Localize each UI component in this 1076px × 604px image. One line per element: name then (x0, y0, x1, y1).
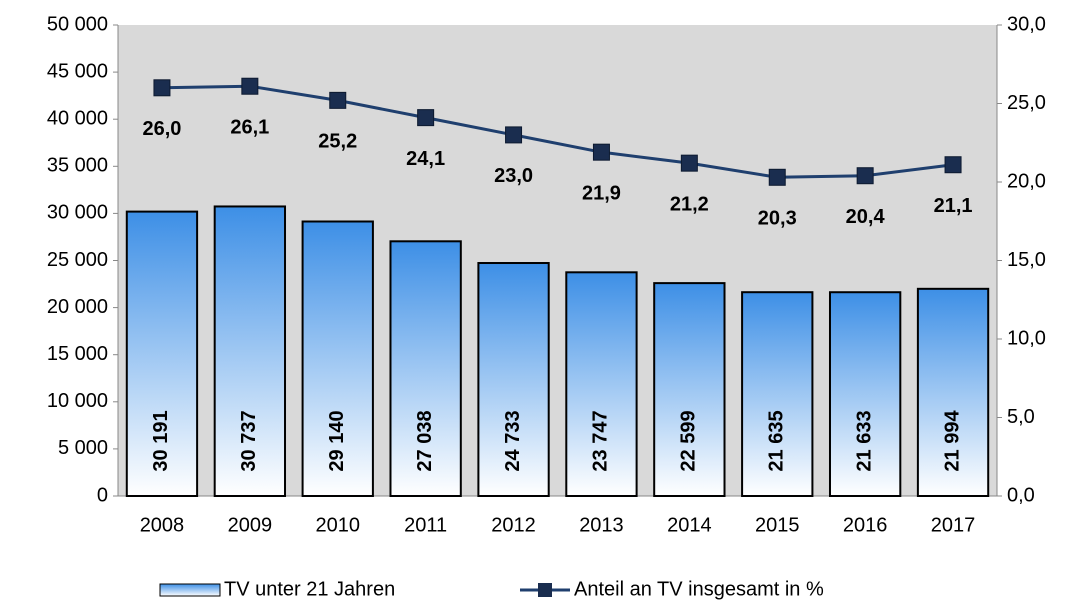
legend-marker (538, 583, 552, 597)
line-marker (505, 126, 523, 144)
y-tick-label: 40 000 (47, 107, 108, 129)
y2-tick-label: 25,0 (1007, 92, 1046, 114)
x-tick-label: 2015 (755, 514, 800, 536)
line-marker (768, 168, 786, 186)
bar-value-label: 27 038 (414, 410, 436, 471)
y2-tick-label: 20,0 (1007, 170, 1046, 192)
bar-value-label: 29 140 (326, 410, 348, 471)
line-value-label: 26,1 (230, 117, 269, 139)
bar (653, 282, 726, 498)
y-tick-label: 15 000 (47, 343, 108, 365)
y2-tick-label: 10,0 (1007, 327, 1046, 349)
x-tick-label: 2010 (316, 514, 361, 536)
x-tick-label: 2014 (667, 514, 712, 536)
line-marker (417, 109, 435, 127)
y2-tick-label: 5,0 (1007, 406, 1035, 428)
y-tick-label: 35 000 (47, 155, 108, 177)
x-tick-label: 2016 (843, 514, 888, 536)
line-value-label: 26,0 (142, 118, 181, 140)
y2-tick-label: 15,0 (1007, 249, 1046, 271)
y2-tick-label: 0,0 (1007, 484, 1035, 506)
line-marker (680, 154, 698, 172)
line-value-label: 20,3 (758, 208, 797, 230)
legend-swatch (159, 583, 221, 597)
y2-tick-label: 30,0 (1007, 13, 1046, 35)
line-marker (329, 91, 347, 109)
bar-value-label: 21 635 (766, 410, 788, 471)
line-value-label: 24,1 (406, 148, 445, 170)
line-marker (592, 143, 610, 161)
x-tick-label: 2017 (931, 514, 976, 536)
x-tick-label: 2008 (140, 514, 185, 536)
line-value-label: 21,9 (582, 182, 621, 204)
x-tick-label: 2009 (228, 514, 273, 536)
bar (565, 271, 638, 497)
y-tick-label: 50 000 (47, 13, 108, 35)
bar-value-label: 21 994 (941, 410, 963, 472)
bar (301, 220, 374, 498)
bar (828, 291, 902, 497)
y-tick-label: 20 000 (47, 296, 108, 318)
bar (477, 262, 550, 497)
y-tick-label: 5 000 (58, 437, 108, 459)
line-marker (153, 79, 171, 97)
y-tick-label: 30 000 (47, 202, 108, 224)
x-tick-label: 2013 (579, 514, 624, 536)
bar (125, 210, 199, 498)
bar (741, 291, 814, 497)
line-value-label: 21,1 (934, 195, 973, 217)
legend-label: TV unter 21 Jahren (224, 578, 395, 600)
line-marker (856, 167, 874, 185)
line-value-label: 21,2 (670, 193, 709, 215)
y-tick-label: 25 000 (47, 249, 108, 271)
x-tick-label: 2011 (404, 514, 447, 536)
bar (213, 205, 287, 497)
line (161, 84, 954, 179)
bar (389, 240, 462, 497)
legend-label: Anteil an TV insgesamt in % (574, 578, 824, 600)
line-value-label: 23,0 (494, 165, 533, 187)
line-value-label: 25,2 (318, 131, 357, 153)
bar-value-label: 22 599 (678, 410, 700, 471)
x-tick-label: 2012 (491, 514, 536, 536)
bar-value-label: 21 633 (853, 410, 875, 471)
bar-value-label: 23 747 (590, 410, 612, 471)
bar-value-label: 30 737 (238, 410, 260, 471)
line-value-label: 20,4 (846, 206, 886, 228)
y-tick-label: 10 000 (47, 390, 108, 412)
y-tick-label: 0 (97, 484, 108, 506)
line-marker (241, 77, 259, 95)
bar (916, 287, 990, 498)
bar-value-label: 30 191 (150, 410, 172, 471)
y-tick-label: 45 000 (47, 60, 108, 82)
line-marker (944, 156, 962, 174)
bar-value-label: 24 733 (502, 410, 524, 471)
